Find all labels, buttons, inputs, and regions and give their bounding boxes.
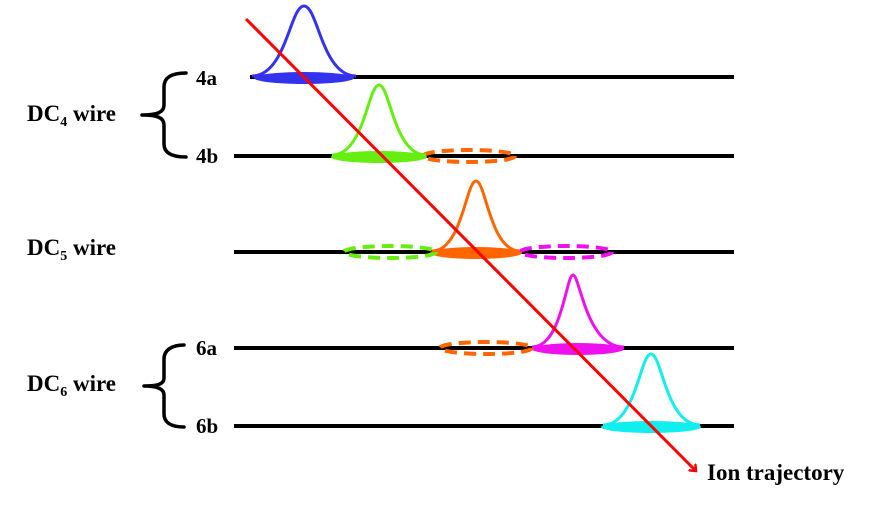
- ion-trajectory-line: [244, 17, 696, 471]
- wire-label-6a: 6a: [196, 336, 218, 360]
- group-label-dc4: DC4 wire: [27, 101, 116, 130]
- pulse-dc5-orange: [431, 179, 521, 253]
- wire-label-4a: 4a: [196, 66, 218, 90]
- wire-label-4b: 4b: [196, 144, 218, 168]
- pulse-6a-magenta: [531, 273, 625, 349]
- dashed-ellipse-4b-orange: [421, 148, 517, 164]
- brace-dc4: [140, 71, 188, 159]
- brace-dc6: [142, 343, 186, 429]
- wire-label-6b: 6b: [196, 414, 218, 438]
- pulse-4a-blue: [251, 4, 357, 78]
- pulse-6b-cyan: [602, 352, 701, 427]
- dashed-ellipse-dc5-magenta: [518, 244, 614, 260]
- group-label-dc6: DC6 wire: [27, 371, 116, 400]
- hit-ellipse-6a: [532, 343, 624, 355]
- group-label-dc5: DC5 wire: [27, 235, 116, 264]
- hit-ellipse-4b: [331, 151, 427, 163]
- ion-trajectory-label: Ion trajectory: [707, 460, 845, 485]
- pulse-4b-green: [331, 83, 427, 157]
- hit-ellipse-dc5: [430, 247, 522, 259]
